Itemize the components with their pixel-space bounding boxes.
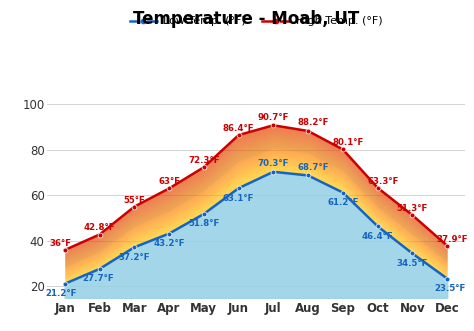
Text: 43.2°F: 43.2°F [153,239,185,248]
Legend: Low Temp. (°F), High Temp. (°F): Low Temp. (°F), High Temp. (°F) [125,12,387,31]
Text: 21.2°F: 21.2°F [45,289,76,298]
Text: 63.1°F: 63.1°F [223,194,254,203]
Text: 63.3°F: 63.3°F [367,177,399,186]
Text: 55°F: 55°F [123,196,145,205]
Text: 88.2°F: 88.2°F [298,118,329,127]
Text: 23.5°F: 23.5°F [434,284,465,293]
Text: 42.8°F: 42.8°F [84,223,115,232]
Text: 27.7°F: 27.7°F [82,274,114,283]
Text: 80.1°F: 80.1°F [333,138,364,147]
Text: 63°F: 63°F [158,177,180,186]
Text: 37.9°F: 37.9°F [437,235,468,244]
Text: 90.7°F: 90.7°F [258,113,289,122]
Text: Temperature - Moab, UT: Temperature - Moab, UT [133,10,360,28]
Text: 46.4°F: 46.4°F [362,232,393,241]
Text: 70.3°F: 70.3°F [258,159,289,168]
Text: 61.2°F: 61.2°F [327,198,358,207]
Text: 86.4°F: 86.4°F [223,124,255,133]
Text: 51.3°F: 51.3°F [397,204,428,213]
Text: 72.3°F: 72.3°F [188,156,219,165]
Text: 51.8°F: 51.8°F [188,219,219,228]
Text: 34.5°F: 34.5°F [397,259,428,268]
Text: 68.7°F: 68.7°F [298,163,329,172]
Text: 36°F: 36°F [50,239,72,248]
Text: 37.2°F: 37.2°F [118,253,150,262]
